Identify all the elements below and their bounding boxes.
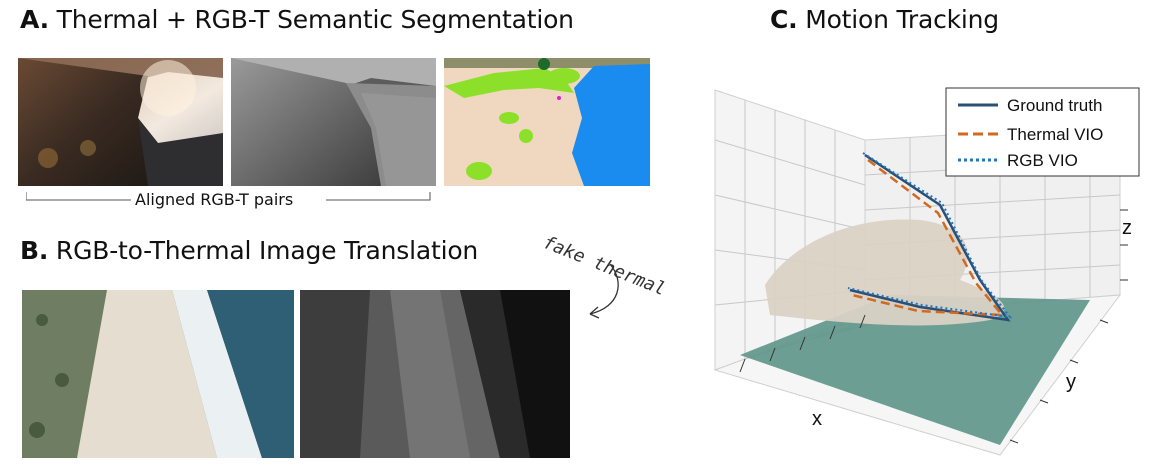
terrain-land xyxy=(765,219,1005,326)
panel-b-letter: B. xyxy=(20,236,49,265)
legend-rgb-vio: RGB VIO xyxy=(1007,151,1078,170)
y-axis-label: y xyxy=(1066,371,1076,393)
ground-truth-trajectory xyxy=(849,153,1011,322)
panel-a-letter: A. xyxy=(20,5,49,34)
segmentation-map-image xyxy=(444,58,650,186)
rgbt-pairs-bracket xyxy=(26,192,431,201)
terrain-water xyxy=(740,295,1090,445)
panel-c-letter: C. xyxy=(770,5,798,34)
legend-ground-truth: Ground truth xyxy=(1007,96,1102,115)
x-axis-label: x xyxy=(812,408,822,430)
panel-b-title-text: RGB-to-Thermal Image Translation xyxy=(55,236,479,265)
fake-thermal-arrow xyxy=(589,263,619,319)
panel-c-title: C. Motion Tracking xyxy=(770,5,999,34)
panel-b-title: B. RGB-to-Thermal Image Translation xyxy=(20,236,478,265)
rgb-cliff-image xyxy=(18,58,223,186)
panel-a-title-text: Thermal + RGB-T Semantic Segmentation xyxy=(56,5,574,34)
panel-c-title-text: Motion Tracking xyxy=(805,5,999,34)
motion-tracking-3d-plot: x y z Ground truth Thermal VIO RGB VIO xyxy=(713,87,1140,456)
plot-legend: Ground truth Thermal VIO RGB VIO xyxy=(945,87,1140,177)
rgbt-pairs-caption: Aligned RGB-T pairs xyxy=(135,190,294,209)
panel-a-title: A. Thermal + RGB-T Semantic Segmentation xyxy=(20,5,574,34)
z-axis-label: z xyxy=(1122,217,1132,239)
thermal-vio-trajectory xyxy=(851,159,1005,317)
legend-thermal-vio: Thermal VIO xyxy=(1007,125,1103,144)
rgb-beach-image xyxy=(22,290,294,458)
fake-thermal-image xyxy=(300,290,570,458)
thermal-cliff-image xyxy=(231,58,436,186)
